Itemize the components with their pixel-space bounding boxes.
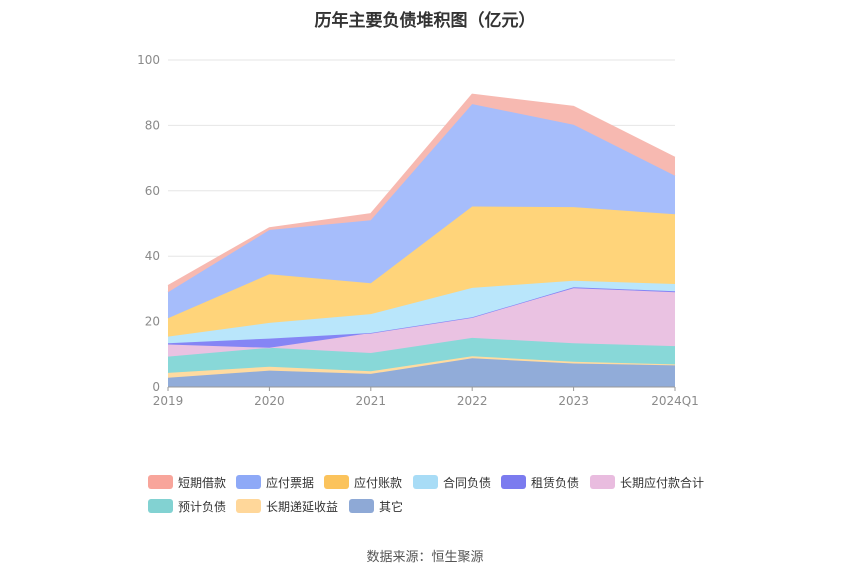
legend-swatch [349,499,374,513]
area-长期应付款合计 [168,288,675,357]
series-line-短期借款 [167,93,676,287]
legend-label: 短期借款 [178,475,227,490]
legend-swatch [236,499,261,513]
x-tick-label: 2019 [153,394,184,408]
legend-swatch [148,475,173,489]
y-tick-label: 60 [145,184,160,198]
x-tick-label: 2024Q1 [651,394,699,408]
area-应付票据 [168,104,675,319]
area-长期递延收益 [168,356,675,378]
legend-item[interactable]: 应付账款 [324,474,402,490]
y-tick-label: 100 [137,53,160,67]
legend-item[interactable]: 长期应付款合计 [590,474,704,490]
legend-label: 长期递延收益 [266,499,339,514]
area-预计负债 [168,337,675,373]
y-tick-label: 0 [152,380,160,394]
area-合同负债 [168,280,675,344]
x-tick-label: 2022 [457,394,488,408]
y-tick-label: 80 [145,118,160,132]
data-source: 数据来源：恒生聚源 [366,550,484,565]
legend-item[interactable]: 短期借款 [148,474,226,490]
area-租赁负债 [168,287,675,348]
legend-label: 应付账款 [354,475,403,490]
legend-label: 合同负债 [443,475,492,490]
legend-swatch [236,475,261,489]
area-其它 [168,358,675,387]
x-tick-label: 2020 [254,394,285,408]
legend-item[interactable]: 合同负债 [413,474,491,490]
x-tick-label: 2023 [558,394,589,408]
legend-item[interactable]: 长期递延收益 [236,498,338,514]
y-tick-label: 20 [145,315,160,329]
area-应付账款 [168,206,675,337]
legend-swatch [590,475,615,489]
legend-item[interactable]: 租赁负债 [501,474,579,490]
x-tick-label: 2021 [356,394,387,408]
legend-item[interactable]: 其它 [349,498,403,514]
chart-title: 历年主要负债堆积图（亿元） [314,11,536,31]
legend-swatch [148,499,173,513]
y-tick-label: 40 [145,249,160,263]
legend-item[interactable]: 应付票据 [236,474,314,490]
legend-label: 租赁负债 [531,475,580,490]
legend-label: 长期应付款合计 [620,475,705,490]
legend-label: 应付票据 [266,475,315,490]
legend-swatch [413,475,438,489]
legend-label: 其它 [379,499,404,514]
legend-swatch [501,475,526,489]
legend-item[interactable]: 预计负债 [148,498,226,514]
legend-label: 预计负债 [178,499,227,514]
legend-swatch [324,475,349,489]
